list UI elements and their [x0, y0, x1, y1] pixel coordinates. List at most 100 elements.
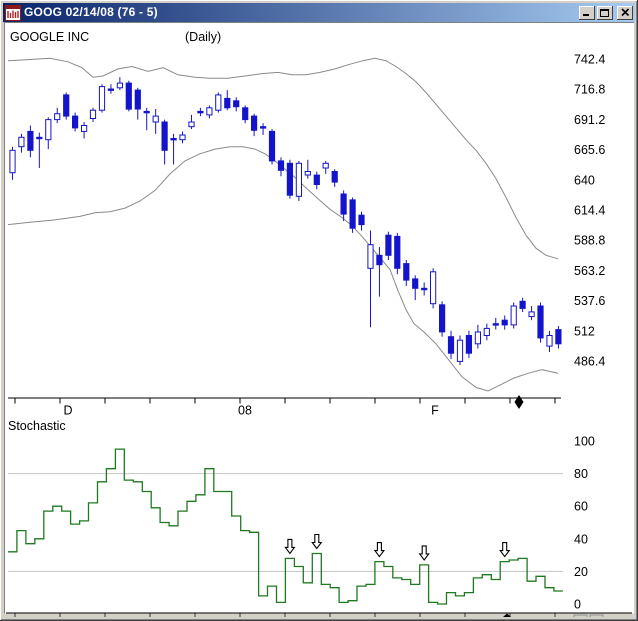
candle-body: [215, 94, 222, 111]
candle-body: [322, 162, 329, 169]
event-marker-diamond: [514, 395, 524, 409]
candle-body: [9, 149, 16, 174]
close-button[interactable]: [617, 5, 633, 20]
sell-signal-arrow-icon: [418, 545, 430, 561]
candle-body: [206, 107, 213, 116]
candle-body: [242, 107, 249, 121]
bollinger-lower-band: [7, 146, 559, 392]
sell-signal-arrow-icon: [284, 538, 296, 555]
candle-body: [224, 97, 231, 109]
date-axis-label: D: [63, 404, 72, 418]
candle-body: [439, 304, 446, 333]
indicator-name-label: Stochastic: [8, 419, 66, 433]
candle-body: [277, 160, 285, 171]
candle-body: [161, 121, 168, 151]
candle-body: [260, 126, 267, 129]
stochastic-axis-label: 80: [574, 467, 588, 481]
candle-body: [447, 336, 455, 354]
candle-body: [251, 115, 258, 131]
candle-body: [555, 329, 562, 345]
window-title: GOOG 02/14/08 (76 - 5): [24, 5, 158, 19]
candle-body: [421, 287, 428, 291]
candle-body: [125, 82, 132, 110]
candle-body: [376, 254, 383, 266]
candle-body: [358, 214, 365, 226]
candle-body: [403, 263, 410, 281]
event-marker-diamond-partial: [503, 613, 511, 617]
chart-client-area: GOOGLE INC (Daily) Stochastic 742.4 716.8…: [4, 22, 634, 617]
price-axis-label: 640: [574, 173, 595, 187]
scrollbar-button-top: [589, 614, 604, 617]
sell-signal-arrow-icon: [499, 542, 511, 558]
indicator-axis-strip: [4, 613, 634, 617]
candle-body: [72, 115, 79, 129]
titlebar[interactable]: GOOG 02/14/08 (76 - 5): [3, 3, 635, 22]
candle-body: [385, 234, 392, 256]
price-axis-label: 614.4: [574, 204, 605, 218]
price-axis-label: 537.6: [574, 294, 605, 308]
stochastic-line: [8, 448, 563, 605]
candle-body: [170, 138, 177, 141]
candle-body: [304, 171, 311, 176]
candle-body: [313, 174, 320, 186]
minimize-icon: [583, 14, 589, 16]
candle-body: [519, 300, 526, 309]
date-axis-label: F: [431, 404, 439, 418]
instrument-name: GOOGLE INC: [10, 30, 90, 44]
candle-body: [98, 86, 106, 111]
price-axis-label: 716.8: [574, 83, 605, 97]
app-icon: [5, 4, 21, 21]
periodicity-label: (Daily): [185, 30, 222, 44]
maximize-button[interactable]: [597, 5, 613, 20]
maximize-icon: [600, 9, 609, 17]
candle-body: [27, 130, 34, 151]
candle-body: [143, 110, 150, 114]
candle-body: [510, 305, 517, 326]
candle-body: [456, 339, 464, 362]
candle-body: [116, 82, 124, 89]
candle-body: [286, 162, 293, 196]
stochastic-axis-label: 0: [574, 598, 581, 612]
candle-body: [349, 199, 356, 229]
price-axis-label: 742.4: [574, 53, 605, 67]
price-axis-label: 563.2: [574, 264, 605, 278]
sell-signal-arrow-icon: [373, 542, 385, 558]
date-axis-label: 08: [238, 404, 252, 418]
candle-body: [394, 235, 401, 269]
candle-body: [89, 109, 97, 119]
candle-body: [152, 115, 159, 123]
price-axis-label: 512: [574, 324, 595, 338]
price-axis-label: 486.4: [574, 355, 605, 369]
candle-body: [197, 110, 204, 114]
candle-body: [233, 100, 240, 108]
candle-body: [295, 162, 302, 197]
minimize-button[interactable]: [579, 5, 595, 20]
candle-body: [18, 136, 25, 148]
candle-body: [537, 305, 544, 339]
price-axis-label: 691.2: [574, 113, 605, 127]
candle-body: [367, 244, 374, 269]
scrollbar-button-top: [573, 614, 588, 617]
candle-body: [474, 331, 481, 345]
candle-body: [501, 319, 508, 326]
stochastic-axis-label: 40: [574, 532, 588, 546]
stochastic-axis-label: 100: [574, 435, 595, 449]
candle-body: [179, 134, 186, 141]
stochastic-axis-label: 20: [574, 565, 588, 579]
candle-body: [465, 335, 472, 354]
sell-signal-arrow-icon: [311, 533, 323, 550]
candle-body: [188, 121, 195, 128]
candle-body: [107, 88, 115, 91]
close-icon: [620, 8, 629, 17]
candle-body: [340, 193, 347, 215]
price-axis-label: 588.8: [574, 234, 605, 248]
candle-body: [528, 311, 535, 318]
candle-body: [134, 89, 141, 110]
candle-body: [331, 171, 338, 183]
bollinger-upper-band: [7, 57, 559, 260]
candle-body: [268, 130, 276, 162]
candle-body: [492, 323, 499, 326]
candle-body: [546, 335, 553, 347]
candle-body: [412, 278, 419, 289]
